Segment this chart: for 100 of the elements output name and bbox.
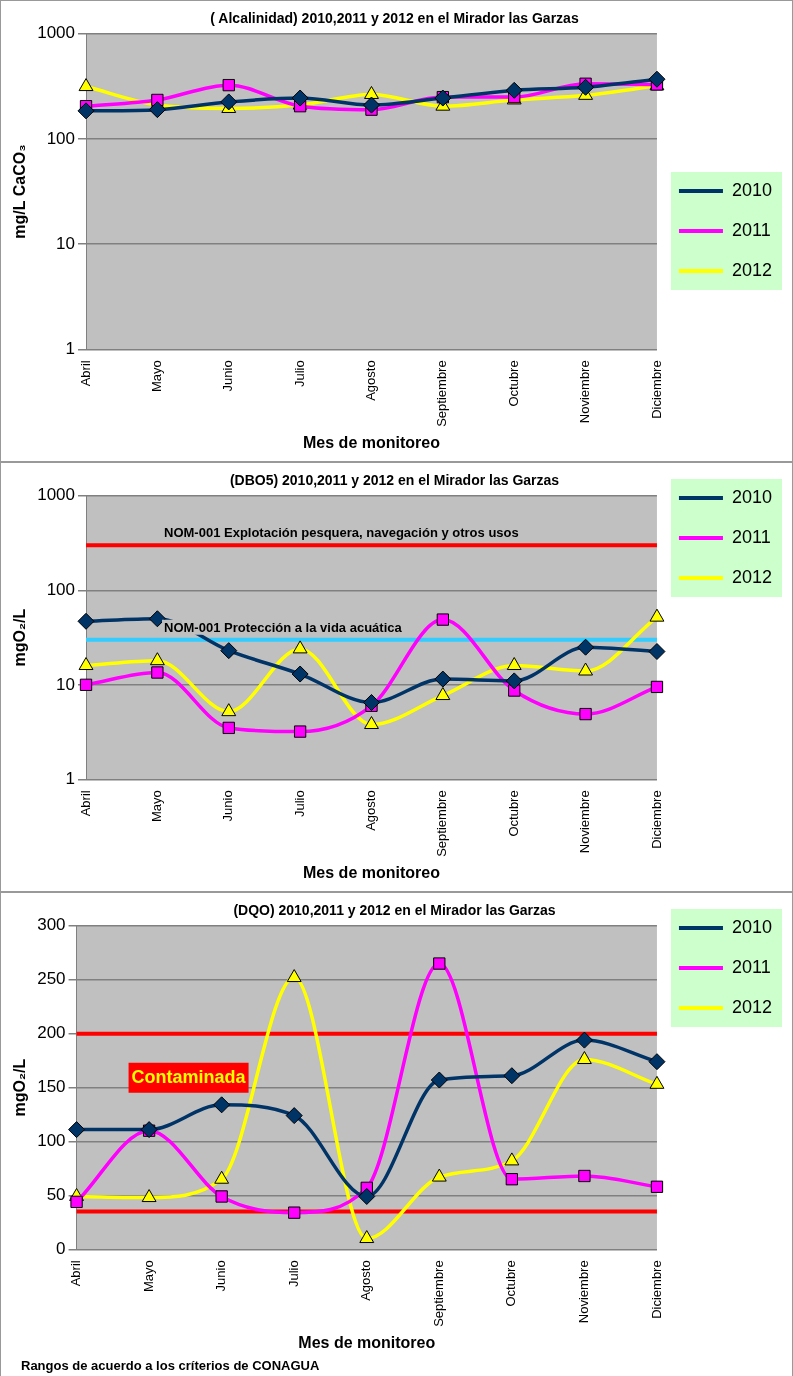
point (214, 1170, 230, 1184)
point (575, 1031, 593, 1049)
point (78, 657, 94, 671)
x-axis-title: Mes de monitoreo (303, 433, 441, 451)
x-tick-label: Julio (291, 360, 307, 388)
point (649, 1075, 665, 1089)
y-axis-title: mgO₂/L (11, 608, 29, 667)
y-tick-label: 1000 (37, 23, 76, 43)
legend-label: 2010 (731, 179, 772, 200)
point (285, 1107, 303, 1125)
x-tick-label: Septiembre (434, 790, 450, 857)
x-tick-label: Junio (213, 1260, 229, 1292)
chart-title: (DBO5) 2010,2011 y 2012 en el Mirador las Garzas (229, 472, 560, 489)
chart-title: (DQO) 2010,2011 y 2012 en el Mirador las Garzas (233, 902, 556, 919)
x-tick-label: Octubre (505, 360, 521, 407)
point (578, 1169, 591, 1183)
point (222, 721, 235, 735)
y-axis-title: mgO₂/L (11, 1058, 29, 1117)
x-tick-label: Diciembre (648, 1260, 664, 1319)
x-tick-label: Diciembre (648, 360, 664, 419)
y-axis-title: mg/L CaCO₃ (11, 144, 29, 239)
point (505, 672, 523, 690)
point (213, 1096, 231, 1114)
y-tick-label: 300 (37, 915, 66, 935)
point (648, 1053, 666, 1071)
x-tick-label: Mayo (148, 790, 164, 823)
point (649, 608, 665, 622)
x-tick-label: Agosto (358, 1260, 374, 1301)
y-tick-label: 100 (37, 1131, 66, 1151)
point (431, 1168, 447, 1182)
point (436, 613, 450, 626)
y-tick-label: 1 (65, 769, 76, 789)
y-tick-label: 10 (56, 233, 76, 253)
x-tick-label: Abril (77, 790, 93, 817)
point (358, 1187, 376, 1205)
y-tick-label: 50 (46, 1185, 66, 1205)
point (288, 1206, 301, 1219)
point (430, 1071, 448, 1089)
legend-label: 2012 (731, 996, 772, 1017)
x-tick-label: Octubre (503, 1260, 519, 1307)
x-tick-label: Agosto (363, 790, 379, 831)
point (141, 1189, 157, 1203)
legend-label: 2011 (731, 526, 771, 547)
text: Rangos de acuerdo a los críterios de CONAGUA (21, 1358, 320, 1374)
point (291, 665, 309, 683)
x-tick-label: Abril (68, 1260, 84, 1287)
point (433, 957, 446, 970)
annotation: Contaminada (131, 1066, 247, 1087)
x-tick-label: Septiembre (430, 1260, 446, 1327)
x-tick-label: Abril (77, 360, 93, 387)
x-tick-label: Mayo (148, 360, 164, 393)
point (579, 707, 592, 721)
legend-label: 2011 (731, 956, 771, 977)
legend-label: 2012 (731, 566, 772, 587)
point (576, 1051, 592, 1065)
y-tick-label: 150 (37, 1077, 66, 1097)
point (435, 687, 451, 701)
x-axis-title: Mes de monitoreo (298, 1333, 436, 1351)
x-tick-label: Diciembre (648, 790, 664, 849)
x-tick-label: Julio (285, 1260, 301, 1288)
point (286, 969, 302, 983)
point (292, 640, 308, 654)
y-tick-label: 100 (46, 128, 76, 148)
y-tick-label: 10 (56, 674, 76, 694)
x-tick-label: Junio (220, 790, 236, 822)
point (148, 610, 166, 628)
x-tick-label: Noviembre (575, 1260, 591, 1324)
point (577, 638, 595, 656)
point (578, 662, 594, 676)
x-tick-label: Octubre (505, 790, 521, 837)
point (503, 1067, 521, 1085)
point (650, 1180, 664, 1193)
point (220, 642, 238, 660)
point (151, 666, 164, 679)
point (293, 725, 307, 738)
point (359, 1230, 375, 1244)
x-tick-label: Julio (291, 790, 307, 818)
point (504, 1152, 520, 1166)
x-tick-label: Mayo (140, 1260, 156, 1293)
x-tick-label: Noviembre (577, 360, 593, 424)
ref-line-label: NOM-001 Explotación pesquera, navegación y otros usos (164, 525, 519, 541)
x-tick-label: Noviembre (577, 790, 593, 854)
point (364, 716, 379, 730)
legend-label: 2012 (731, 259, 772, 280)
legend-label: 2010 (731, 486, 772, 507)
y-tick-label: 1000 (37, 485, 76, 505)
y-tick-label: 1 (65, 339, 76, 359)
point (650, 680, 664, 694)
x-tick-label: Junio (220, 360, 236, 392)
point (434, 670, 452, 688)
point (149, 652, 165, 666)
point (362, 694, 380, 711)
x-axis-title: Mes de monitoreo (303, 863, 441, 881)
point (648, 643, 666, 661)
legend-label: 2011 (731, 219, 771, 240)
chart-title: ( Alcalinidad) 2010,2011 y 2012 en el Mirador las Garzas (210, 10, 579, 27)
legend-label: 2010 (731, 916, 772, 937)
point (505, 1173, 519, 1186)
y-tick-label: 200 (37, 1023, 66, 1043)
ref-line-label: NOM-001 Protección a la vida acuática (164, 619, 403, 635)
